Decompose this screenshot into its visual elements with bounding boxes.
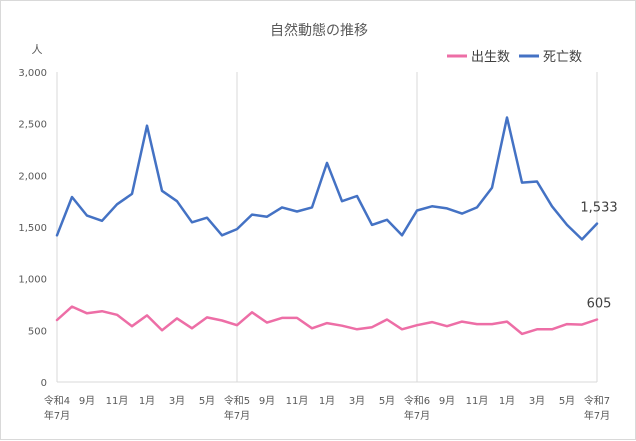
- x-tick-label: 令和7 年7月: [584, 394, 610, 422]
- y-axis-ticks: 0 500 1,000 1,500 2,000 2,500 3,000: [18, 68, 47, 389]
- x-tick-label: 5月: [379, 395, 395, 407]
- x-tick-label: 3月: [169, 395, 185, 407]
- gridlines: [56, 72, 598, 383]
- x-tick-label: 5月: [199, 395, 215, 407]
- series-lines: [55, 116, 599, 336]
- end-data-label: 1,533: [580, 201, 617, 216]
- y-axis-unit: 人: [32, 43, 43, 56]
- x-tick-label: 11月: [106, 395, 129, 407]
- x-tick-label: 9月: [439, 395, 455, 407]
- x-tick-label: 11月: [466, 395, 489, 407]
- chart-title: 自然動態の推移: [270, 22, 368, 39]
- series-line-births: [55, 305, 599, 336]
- y-tick-label: 1,000: [18, 275, 47, 286]
- y-tick-label: 3,000: [18, 68, 47, 79]
- x-tick-label: 1月: [139, 395, 155, 407]
- y-tick-label: 2,500: [18, 120, 47, 131]
- x-tick-label: 令和4 年7月: [44, 394, 70, 422]
- x-tick-label: 9月: [259, 395, 275, 407]
- y-tick-label: 2,000: [18, 171, 47, 182]
- x-tick-label: 令和6 年7月: [404, 394, 430, 422]
- x-tick-label: 1月: [499, 395, 515, 407]
- legend-births-label: 出生数: [471, 50, 510, 65]
- x-tick-label: 5月: [559, 395, 575, 407]
- legend-deaths-label: 死亡数: [543, 50, 582, 65]
- x-tick-label: 11月: [286, 395, 309, 407]
- x-tick-label: 1月: [319, 395, 335, 407]
- y-tick-label: 1,500: [18, 223, 47, 234]
- end-data-label: 605: [587, 296, 612, 311]
- x-tick-label: 令和5 年7月: [224, 394, 250, 422]
- y-tick-label: 500: [28, 326, 47, 337]
- series-line-deaths: [55, 116, 599, 241]
- x-tick-label: 3月: [349, 395, 365, 407]
- x-tick-label: 3月: [529, 395, 545, 407]
- y-tick-label: 0: [41, 378, 47, 389]
- legend: 出生数 死亡数: [447, 50, 582, 65]
- x-tick-label: 9月: [79, 395, 95, 407]
- data-labels: 605 1,533: [580, 201, 617, 312]
